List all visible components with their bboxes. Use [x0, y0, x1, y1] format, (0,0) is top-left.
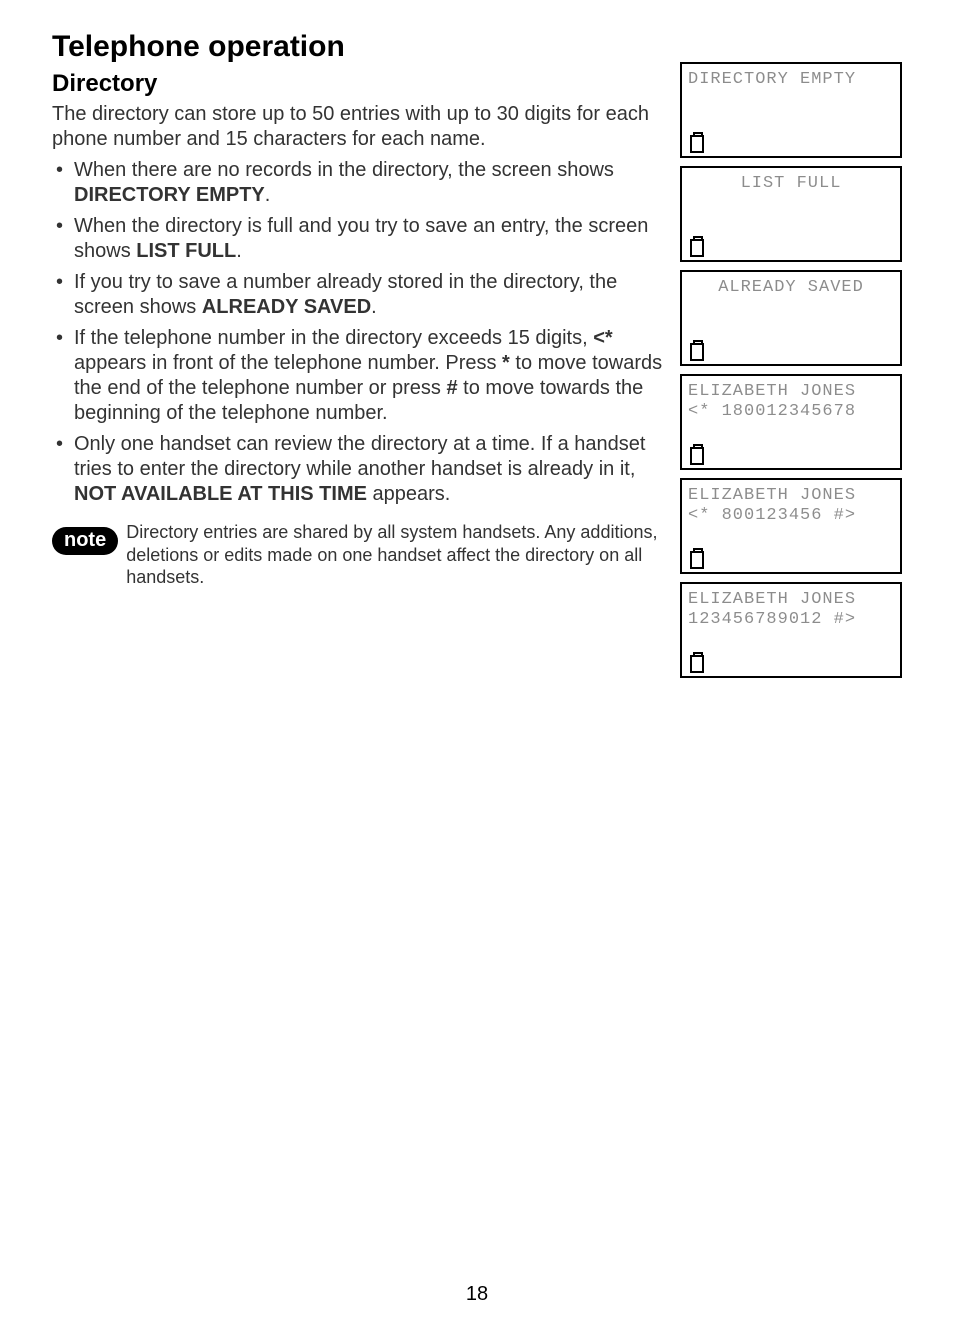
lcd-line-1: LIST FULL [688, 174, 894, 194]
list-item: Only one handset can review the director… [52, 432, 670, 507]
lcd-line-1: DIRECTORY EMPTY [688, 70, 894, 90]
lcd-screen: DIRECTORY EMPTY [680, 62, 902, 158]
lcd-screen: LIST FULL [680, 166, 902, 262]
bullet-bold-text: LIST FULL [136, 240, 236, 262]
bullet-bold-text: ALREADY SAVED [202, 296, 371, 318]
lcd-screen: ELIZABETH JONES <* 180012345678 [680, 374, 902, 470]
lcd-screen: ELIZABETH JONES 123456789012 #> [680, 582, 902, 678]
lcd-line-1: ELIZABETH JONES [688, 486, 894, 506]
bullet-post-text: . [371, 296, 377, 318]
lcd-screen: ALREADY SAVED [680, 270, 902, 366]
battery-icon [690, 652, 704, 672]
page-title: Telephone operation [52, 30, 902, 64]
list-item: When the directory is full and you try t… [52, 214, 670, 264]
lcd-screen: ELIZABETH JONES <* 800123456 #> [680, 478, 902, 574]
bullet-post-text: . [236, 240, 242, 262]
battery-icon [690, 548, 704, 568]
bullet-pre-text: When there are no records in the directo… [74, 159, 614, 181]
list-item: When there are no records in the directo… [52, 158, 670, 208]
page-number: 18 [0, 1283, 954, 1306]
left-column: The directory can store up to 50 entries… [52, 102, 680, 589]
bullet-bold-text: DIRECTORY EMPTY [74, 184, 265, 206]
battery-icon [690, 444, 704, 464]
battery-icon [690, 132, 704, 152]
lcd-line-2: 123456789012 #> [688, 610, 894, 630]
battery-icon [690, 340, 704, 360]
lcd-line-1: ALREADY SAVED [688, 278, 894, 298]
battery-icon [690, 236, 704, 256]
bullet-post-text: . [265, 184, 271, 206]
lcd-line-2: <* 180012345678 [688, 402, 894, 422]
list-item: If the telephone number in the directory… [52, 326, 670, 426]
bullet-list: When there are no records in the directo… [52, 158, 670, 507]
lcd-column: DIRECTORY EMPTY LIST FULL ALREADY SAVED … [680, 62, 902, 678]
list-item: If you try to save a number already stor… [52, 270, 670, 320]
lcd-line-2: <* 800123456 #> [688, 506, 894, 526]
lcd-line-1: ELIZABETH JONES [688, 590, 894, 610]
note-text: Directory entries are shared by all syst… [126, 521, 670, 589]
note-row: note Directory entries are shared by all… [52, 521, 670, 589]
lcd-line-1: ELIZABETH JONES [688, 382, 894, 402]
note-badge: note [52, 527, 118, 555]
intro-text: The directory can store up to 50 entries… [52, 102, 670, 152]
content-wrap: The directory can store up to 50 entries… [52, 102, 902, 678]
